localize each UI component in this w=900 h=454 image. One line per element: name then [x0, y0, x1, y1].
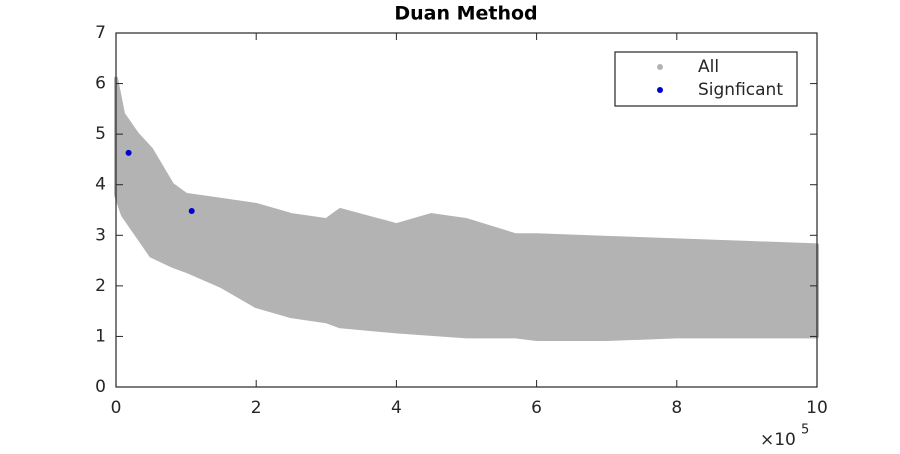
plot-frame [115, 32, 818, 388]
y-tick-label: 5 [95, 124, 106, 144]
legend-label: All [698, 57, 719, 77]
y-tick-label: 2 [95, 276, 106, 296]
y-tick-label: 0 [95, 377, 106, 397]
y-tick-label: 1 [95, 326, 106, 346]
x-tick-label: 10 [806, 398, 828, 418]
chart-title: Duan Method [394, 3, 537, 25]
x-tick-label: 0 [111, 398, 122, 418]
legend-label: Signficant [698, 80, 783, 100]
point [125, 149, 132, 156]
point [188, 208, 195, 215]
x-exponent-base: ×10 [760, 430, 796, 450]
legend-marker [657, 64, 663, 70]
x-exponent-power: 5 [801, 423, 809, 438]
x-tick-label: 4 [391, 398, 402, 418]
legend-box [614, 51, 798, 107]
x-tick-label: 6 [531, 398, 542, 418]
x-tick-label: 2 [251, 398, 262, 418]
y-tick-label: 4 [95, 175, 106, 195]
y-tick-label: 6 [95, 74, 106, 94]
y-tick-label: 3 [95, 225, 106, 245]
y-tick-label: 7 [95, 23, 106, 43]
legend-marker [657, 87, 663, 93]
x-tick-label: 8 [671, 398, 682, 418]
